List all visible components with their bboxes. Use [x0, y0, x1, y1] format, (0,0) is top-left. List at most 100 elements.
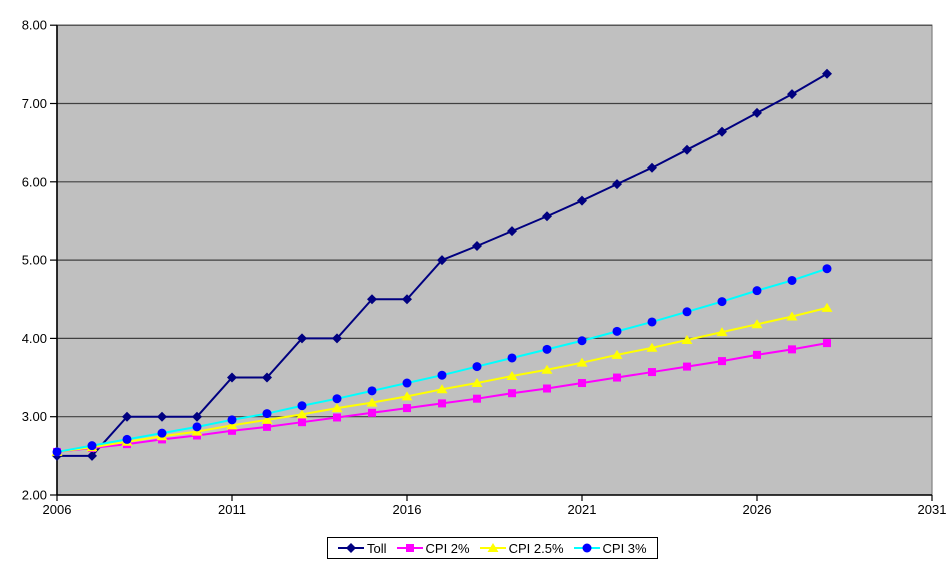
data-point-marker — [577, 195, 587, 206]
data-point-marker — [786, 311, 798, 321]
data-point-marker — [822, 68, 832, 79]
data-point-marker — [87, 441, 97, 451]
data-point-marker — [402, 294, 412, 305]
data-point-marker — [647, 317, 657, 327]
legend-label: CPI 2% — [425, 540, 470, 556]
data-point-marker — [576, 357, 588, 367]
data-point-marker — [227, 372, 237, 383]
data-point-marker — [262, 372, 272, 383]
data-point-marker — [612, 326, 622, 336]
data-point-marker — [401, 391, 413, 401]
data-point-marker — [437, 255, 447, 266]
data-point-marker — [332, 394, 342, 404]
data-point-marker — [717, 297, 727, 307]
series-cpi-2- — [53, 339, 831, 456]
data-point-marker — [683, 362, 691, 371]
data-point-marker — [752, 107, 762, 118]
data-point-marker — [788, 345, 796, 354]
data-point-marker — [611, 349, 623, 359]
legend-marker — [582, 543, 592, 553]
triangle-legend-icon — [479, 543, 506, 552]
data-point-marker — [646, 342, 658, 352]
series-cpi-3- — [52, 264, 832, 457]
data-point-marker — [226, 420, 238, 430]
data-point-marker — [648, 368, 656, 377]
y-axis-label: 6.00 — [22, 174, 47, 189]
data-point-marker — [542, 211, 552, 222]
x-axis-label: 2026 — [743, 502, 772, 517]
data-point-marker — [227, 415, 237, 425]
legend-label: Toll — [367, 540, 387, 556]
data-point-marker — [543, 384, 551, 393]
data-point-marker — [367, 294, 377, 305]
data-point-marker — [333, 413, 341, 422]
x-axis-label: 2016 — [393, 502, 422, 517]
x-axis-label: 2021 — [568, 502, 597, 517]
data-point-marker — [681, 334, 693, 344]
data-point-marker — [297, 401, 307, 411]
x-axis-label: 2006 — [43, 502, 72, 517]
diamond-legend-icon — [338, 543, 364, 553]
data-point-marker — [122, 411, 132, 422]
data-point-marker — [192, 422, 202, 432]
legend-marker — [405, 544, 414, 552]
data-point-marker — [578, 379, 586, 388]
data-point-marker — [821, 302, 833, 312]
x-axis-label: 2011 — [218, 502, 246, 517]
data-point-marker — [682, 307, 692, 317]
x-axis-label: 2031 — [918, 502, 947, 517]
data-point-marker — [823, 339, 831, 348]
legend-item-cpi-3-: CPI 3% — [573, 540, 647, 556]
data-point-marker — [52, 447, 62, 457]
data-point-marker — [507, 353, 517, 363]
legend-label: CPI 2.5% — [508, 540, 564, 556]
data-point-marker — [472, 241, 482, 252]
data-point-marker — [366, 397, 378, 407]
y-axis-label: 7.00 — [22, 96, 47, 111]
data-point-marker — [402, 378, 412, 388]
data-point-marker — [647, 162, 657, 173]
data-point-marker — [787, 89, 797, 100]
legend-item-cpi-2-: CPI 2% — [396, 540, 470, 556]
legend-box: Toll CPI 2% CPI 2.5% CPI 3% — [327, 537, 658, 559]
data-point-marker — [753, 350, 761, 359]
data-point-marker — [296, 409, 308, 419]
data-point-marker — [751, 319, 763, 329]
series-toll — [52, 68, 832, 461]
square-legend-icon — [396, 544, 423, 552]
data-point-marker — [368, 408, 376, 417]
data-point-marker — [542, 344, 552, 354]
legend-label: CPI 3% — [602, 540, 647, 556]
data-point-marker — [507, 226, 517, 237]
data-point-marker — [332, 333, 342, 344]
data-point-marker — [367, 386, 377, 396]
data-point-marker — [263, 422, 271, 431]
data-point-marker — [437, 370, 447, 380]
data-point-marker — [87, 450, 97, 461]
data-point-marker — [506, 370, 518, 380]
legend-item-cpi-2-5-: CPI 2.5% — [479, 540, 564, 556]
data-point-marker — [157, 428, 167, 438]
circle-legend-icon — [573, 543, 600, 553]
data-point-marker — [682, 144, 692, 155]
data-point-marker — [298, 418, 306, 427]
data-point-marker — [192, 411, 202, 422]
y-axis-label: 8.00 — [22, 18, 47, 33]
data-point-marker — [787, 275, 797, 285]
data-point-marker — [471, 378, 483, 388]
data-point-marker — [436, 384, 448, 394]
data-point-marker — [718, 357, 726, 366]
legend-marker — [487, 543, 499, 552]
data-point-marker — [438, 399, 446, 408]
data-point-marker — [228, 426, 236, 435]
y-axis-label: 2.00 — [22, 488, 47, 503]
data-point-marker — [331, 403, 343, 413]
data-point-marker — [541, 364, 553, 374]
data-point-marker — [577, 336, 587, 346]
data-point-marker — [473, 394, 481, 403]
data-point-marker — [262, 409, 272, 419]
data-point-marker — [157, 411, 167, 422]
data-point-marker — [472, 362, 482, 372]
